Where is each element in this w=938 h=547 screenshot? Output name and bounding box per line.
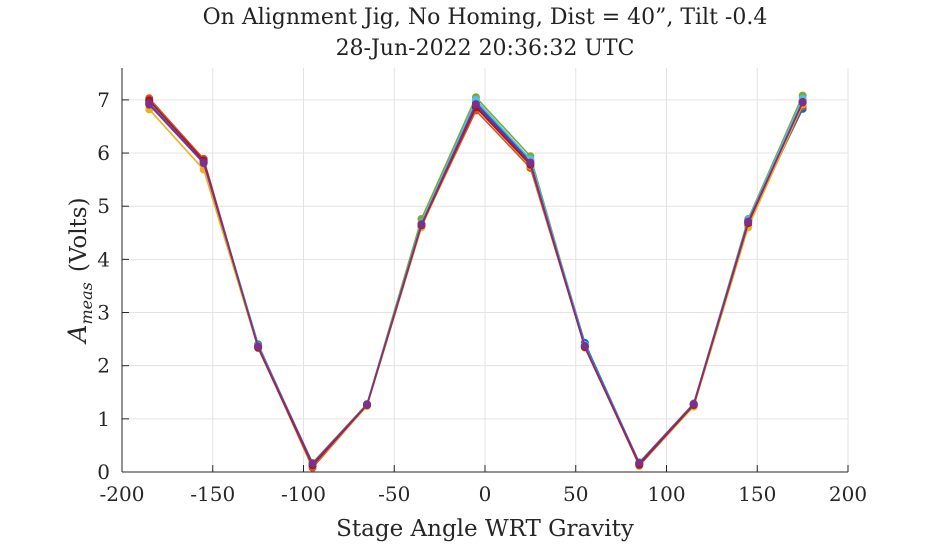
x-tick-label: -100 [281,482,326,506]
chart-subtitle: 28-Jun-2022 20:36:32 UTC [336,36,635,61]
series-line [148,97,804,469]
y-axis-label-subscript: meas [77,282,96,324]
x-tick-label: 100 [647,482,685,506]
series-line [148,103,804,467]
data-point [363,400,372,409]
data-point [417,220,426,229]
data-point [744,217,753,226]
data-point [199,158,208,167]
tick-labels: -200 -150 -100 -50 0 50 100 150 200 0 1 2 3 4 5 6 7 [97,88,867,506]
data-point [254,342,263,351]
x-tick-label: -50 [378,482,410,506]
x-tick-label: -200 [100,482,145,506]
y-tick-label: 6 [97,141,110,165]
series-line [148,101,804,465]
axes [121,68,849,473]
y-tick-label: 0 [97,460,110,484]
y-tick-label: 5 [97,194,110,218]
x-tick-label: 200 [829,482,867,506]
y-tick-label: 1 [97,407,110,431]
y-tick-label: 7 [97,88,110,112]
chart-title: On Alignment Jig, No Homing, Dist = 40”,… [203,5,768,30]
data-point [308,459,317,468]
x-tick-label: 50 [563,482,588,506]
data-point [145,99,154,108]
series-line [148,95,804,464]
series-line [148,101,804,465]
data-point [471,100,480,109]
y-tick-label: 4 [97,247,110,271]
data-point [798,98,807,107]
y-tick-label: 3 [97,301,110,325]
series-1 [145,98,807,469]
series-layer [145,91,807,472]
series-6 [145,94,807,468]
x-tick-label: 0 [479,482,492,506]
series-2 [145,94,807,472]
data-point [526,158,535,167]
x-tick-label: 150 [738,482,776,506]
series-5 [145,91,807,467]
series-8 [145,98,807,468]
data-point [689,399,698,408]
y-axis-label: Ameas (Volts) [63,197,96,344]
x-axis-label: Stage Angle WRT Gravity [336,516,634,542]
series-3 [145,100,807,471]
y-axis-label-symbol: A [63,325,92,345]
y-axis-label-units: (Volts) [66,197,92,272]
series-line [148,99,804,467]
series-line [148,102,804,465]
x-tick-label: -150 [190,482,235,506]
data-point [580,342,589,351]
y-tick-label: 2 [97,354,110,378]
grid [121,68,849,473]
data-point [635,458,644,467]
